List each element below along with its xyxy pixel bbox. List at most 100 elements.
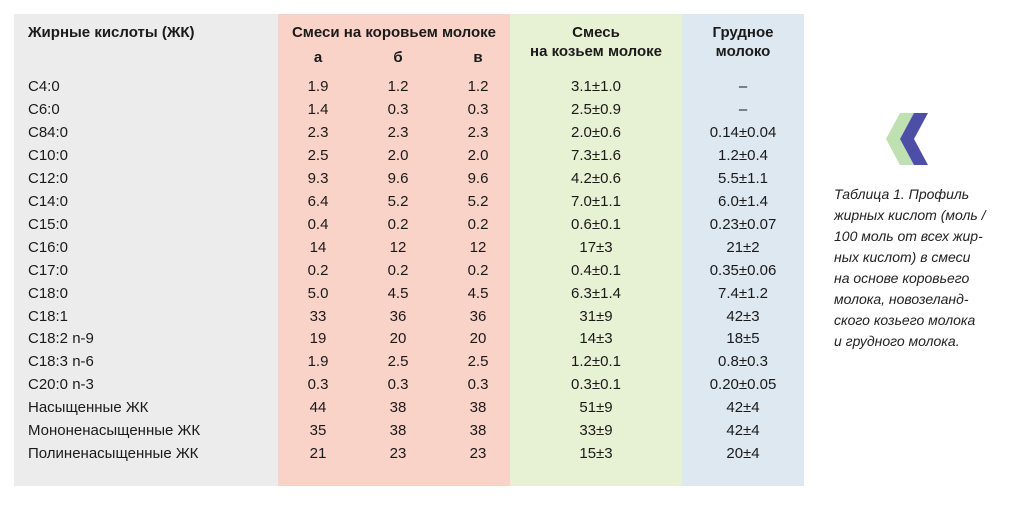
goat-value: 17±3 — [579, 238, 613, 256]
breast-milk-value: 42±4 — [726, 399, 760, 417]
goat-milk-column-bg — [510, 14, 682, 486]
fatty-acid-name: Насыщенные ЖК — [28, 399, 149, 417]
cow-a-value: 1.4 — [307, 100, 329, 118]
fatty-acid-name: C20:0 n-3 — [28, 376, 94, 394]
cow-b-value: 38 — [389, 422, 407, 440]
cow-b-value: 0.2 — [387, 261, 409, 279]
cow-v-value: 23 — [469, 445, 487, 463]
goat-value: 51±9 — [579, 399, 613, 417]
cow-b-value: 0.3 — [387, 100, 409, 118]
header-goat-line2: на козьем молоке — [530, 43, 662, 60]
cow-a-value: 6.4 — [307, 192, 329, 210]
caption-line: на основе коровьего — [834, 270, 970, 286]
fatty-acid-name: C18:3 n-6 — [28, 353, 94, 371]
cow-a-value: 0.3 — [307, 376, 329, 394]
cow-a-value: 5.0 — [307, 284, 329, 302]
breast-milk-column-bg — [682, 14, 804, 486]
breast-milk-value: 5.5±1.1 — [718, 169, 768, 187]
goat-value: 2.0±0.6 — [571, 123, 621, 141]
breast-milk-value: – — [738, 100, 748, 118]
breast-milk-value: 0.8±0.3 — [718, 353, 768, 371]
header-sub-v: в — [473, 49, 483, 66]
goat-value: 31±9 — [579, 307, 613, 325]
goat-value: 0.4±0.1 — [571, 261, 621, 279]
fatty-acid-name: C18:2 n-9 — [28, 330, 94, 348]
cow-a-value: 2.3 — [307, 123, 329, 141]
fatty-acid-name: Полиненасыщенные ЖК — [28, 445, 199, 463]
cow-b-value: 38 — [389, 399, 407, 417]
breast-milk-value: 0.20±0.05 — [709, 376, 777, 394]
cow-b-value: 1.2 — [387, 78, 409, 95]
cow-b-value: 2.0 — [387, 146, 409, 164]
name-column-bg — [14, 14, 278, 486]
fatty-acid-name: C12:0 — [28, 169, 69, 187]
cow-b-value: 0.2 — [387, 215, 409, 233]
cow-v-value: 20 — [469, 330, 487, 348]
breast-milk-value: 1.2±0.4 — [718, 146, 768, 164]
cow-v-value: 36 — [469, 307, 487, 325]
cow-b-value: 2.5 — [387, 353, 409, 371]
goat-value: 7.3±1.6 — [571, 146, 621, 164]
cow-v-value: 0.2 — [467, 215, 489, 233]
cow-v-value: 2.0 — [467, 146, 489, 164]
breast-milk-value: – — [738, 78, 748, 95]
header-sub-a: а — [313, 49, 323, 66]
cow-a-value: 14 — [309, 238, 327, 256]
breast-milk-value: 42±4 — [726, 422, 760, 440]
breast-milk-value: 6.0±1.4 — [718, 192, 768, 210]
caption-line: молока, новозеланд- — [834, 291, 969, 307]
caption-line: жирных кислот (моль / — [834, 207, 986, 223]
caption-line: Таблица 1. Профиль — [834, 186, 970, 202]
cow-b-value: 2.3 — [387, 123, 409, 141]
cow-b-value: 4.5 — [387, 284, 409, 302]
goat-value: 2.5±0.9 — [571, 100, 621, 118]
cow-b-value: 12 — [389, 238, 407, 256]
header-fatty-acids: Жирные кислоты (ЖК) — [28, 24, 195, 41]
goat-value: 1.2±0.1 — [571, 353, 621, 371]
goat-value: 0.6±0.1 — [571, 215, 621, 233]
cow-a-value: 1.9 — [307, 78, 329, 95]
breast-milk-value: 42±3 — [726, 307, 760, 325]
cow-b-value: 23 — [389, 445, 407, 463]
breast-milk-value: 0.35±0.06 — [709, 261, 777, 279]
header-human-line2: молоко — [715, 43, 771, 60]
double-chevron-left-icon — [886, 113, 928, 165]
cow-v-value: 38 — [469, 422, 487, 440]
breast-milk-value: 21±2 — [726, 238, 760, 256]
breast-milk-value: 18±5 — [726, 330, 760, 348]
breast-milk-value: 0.23±0.07 — [709, 215, 777, 233]
header-cow-milk: Смеси на коровьем молоке — [291, 24, 497, 41]
goat-value: 6.3±1.4 — [571, 284, 621, 302]
cow-b-value: 0.3 — [387, 376, 409, 394]
fatty-acid-name: C16:0 — [28, 238, 69, 256]
cow-milk-column-bg — [278, 14, 510, 486]
goat-value: 0.3±0.1 — [571, 376, 621, 394]
fatty-acid-name: C17:0 — [28, 261, 69, 279]
cow-v-value: 9.6 — [467, 169, 489, 187]
cow-v-value: 4.5 — [467, 284, 489, 302]
cow-v-value: 0.2 — [467, 261, 489, 279]
header-goat-line1: Смесь — [572, 24, 620, 41]
fatty-acid-name: C10:0 — [28, 146, 69, 164]
goat-value: 15±3 — [579, 445, 613, 463]
cow-v-value: 0.3 — [467, 376, 489, 394]
breast-milk-value: 20±4 — [726, 445, 760, 463]
fatty-acid-name: Мононенасыщенные ЖК — [28, 422, 201, 440]
cow-v-value: 1.2 — [467, 78, 489, 95]
cow-v-value: 0.3 — [467, 100, 489, 118]
fatty-acid-name: C18:0 — [28, 284, 69, 302]
caption-line: 100 моль от всех жир- — [834, 228, 983, 244]
cow-a-value: 33 — [309, 307, 327, 325]
breast-milk-value: 7.4±1.2 — [718, 284, 768, 302]
cow-v-value: 5.2 — [467, 192, 489, 210]
fatty-acid-name: C84:0 — [28, 123, 69, 141]
caption-line: ных кислот) в смеси — [834, 249, 971, 265]
cow-v-value: 38 — [469, 399, 487, 417]
goat-value: 14±3 — [579, 330, 613, 348]
cow-v-value: 2.5 — [467, 353, 489, 371]
fatty-acid-name: C6:0 — [28, 100, 60, 118]
caption-line: и грудного молока. — [834, 333, 960, 349]
breast-milk-value: 0.14±0.04 — [709, 123, 777, 141]
goat-value: 7.0±1.1 — [571, 192, 621, 210]
cow-a-value: 19 — [309, 330, 327, 348]
